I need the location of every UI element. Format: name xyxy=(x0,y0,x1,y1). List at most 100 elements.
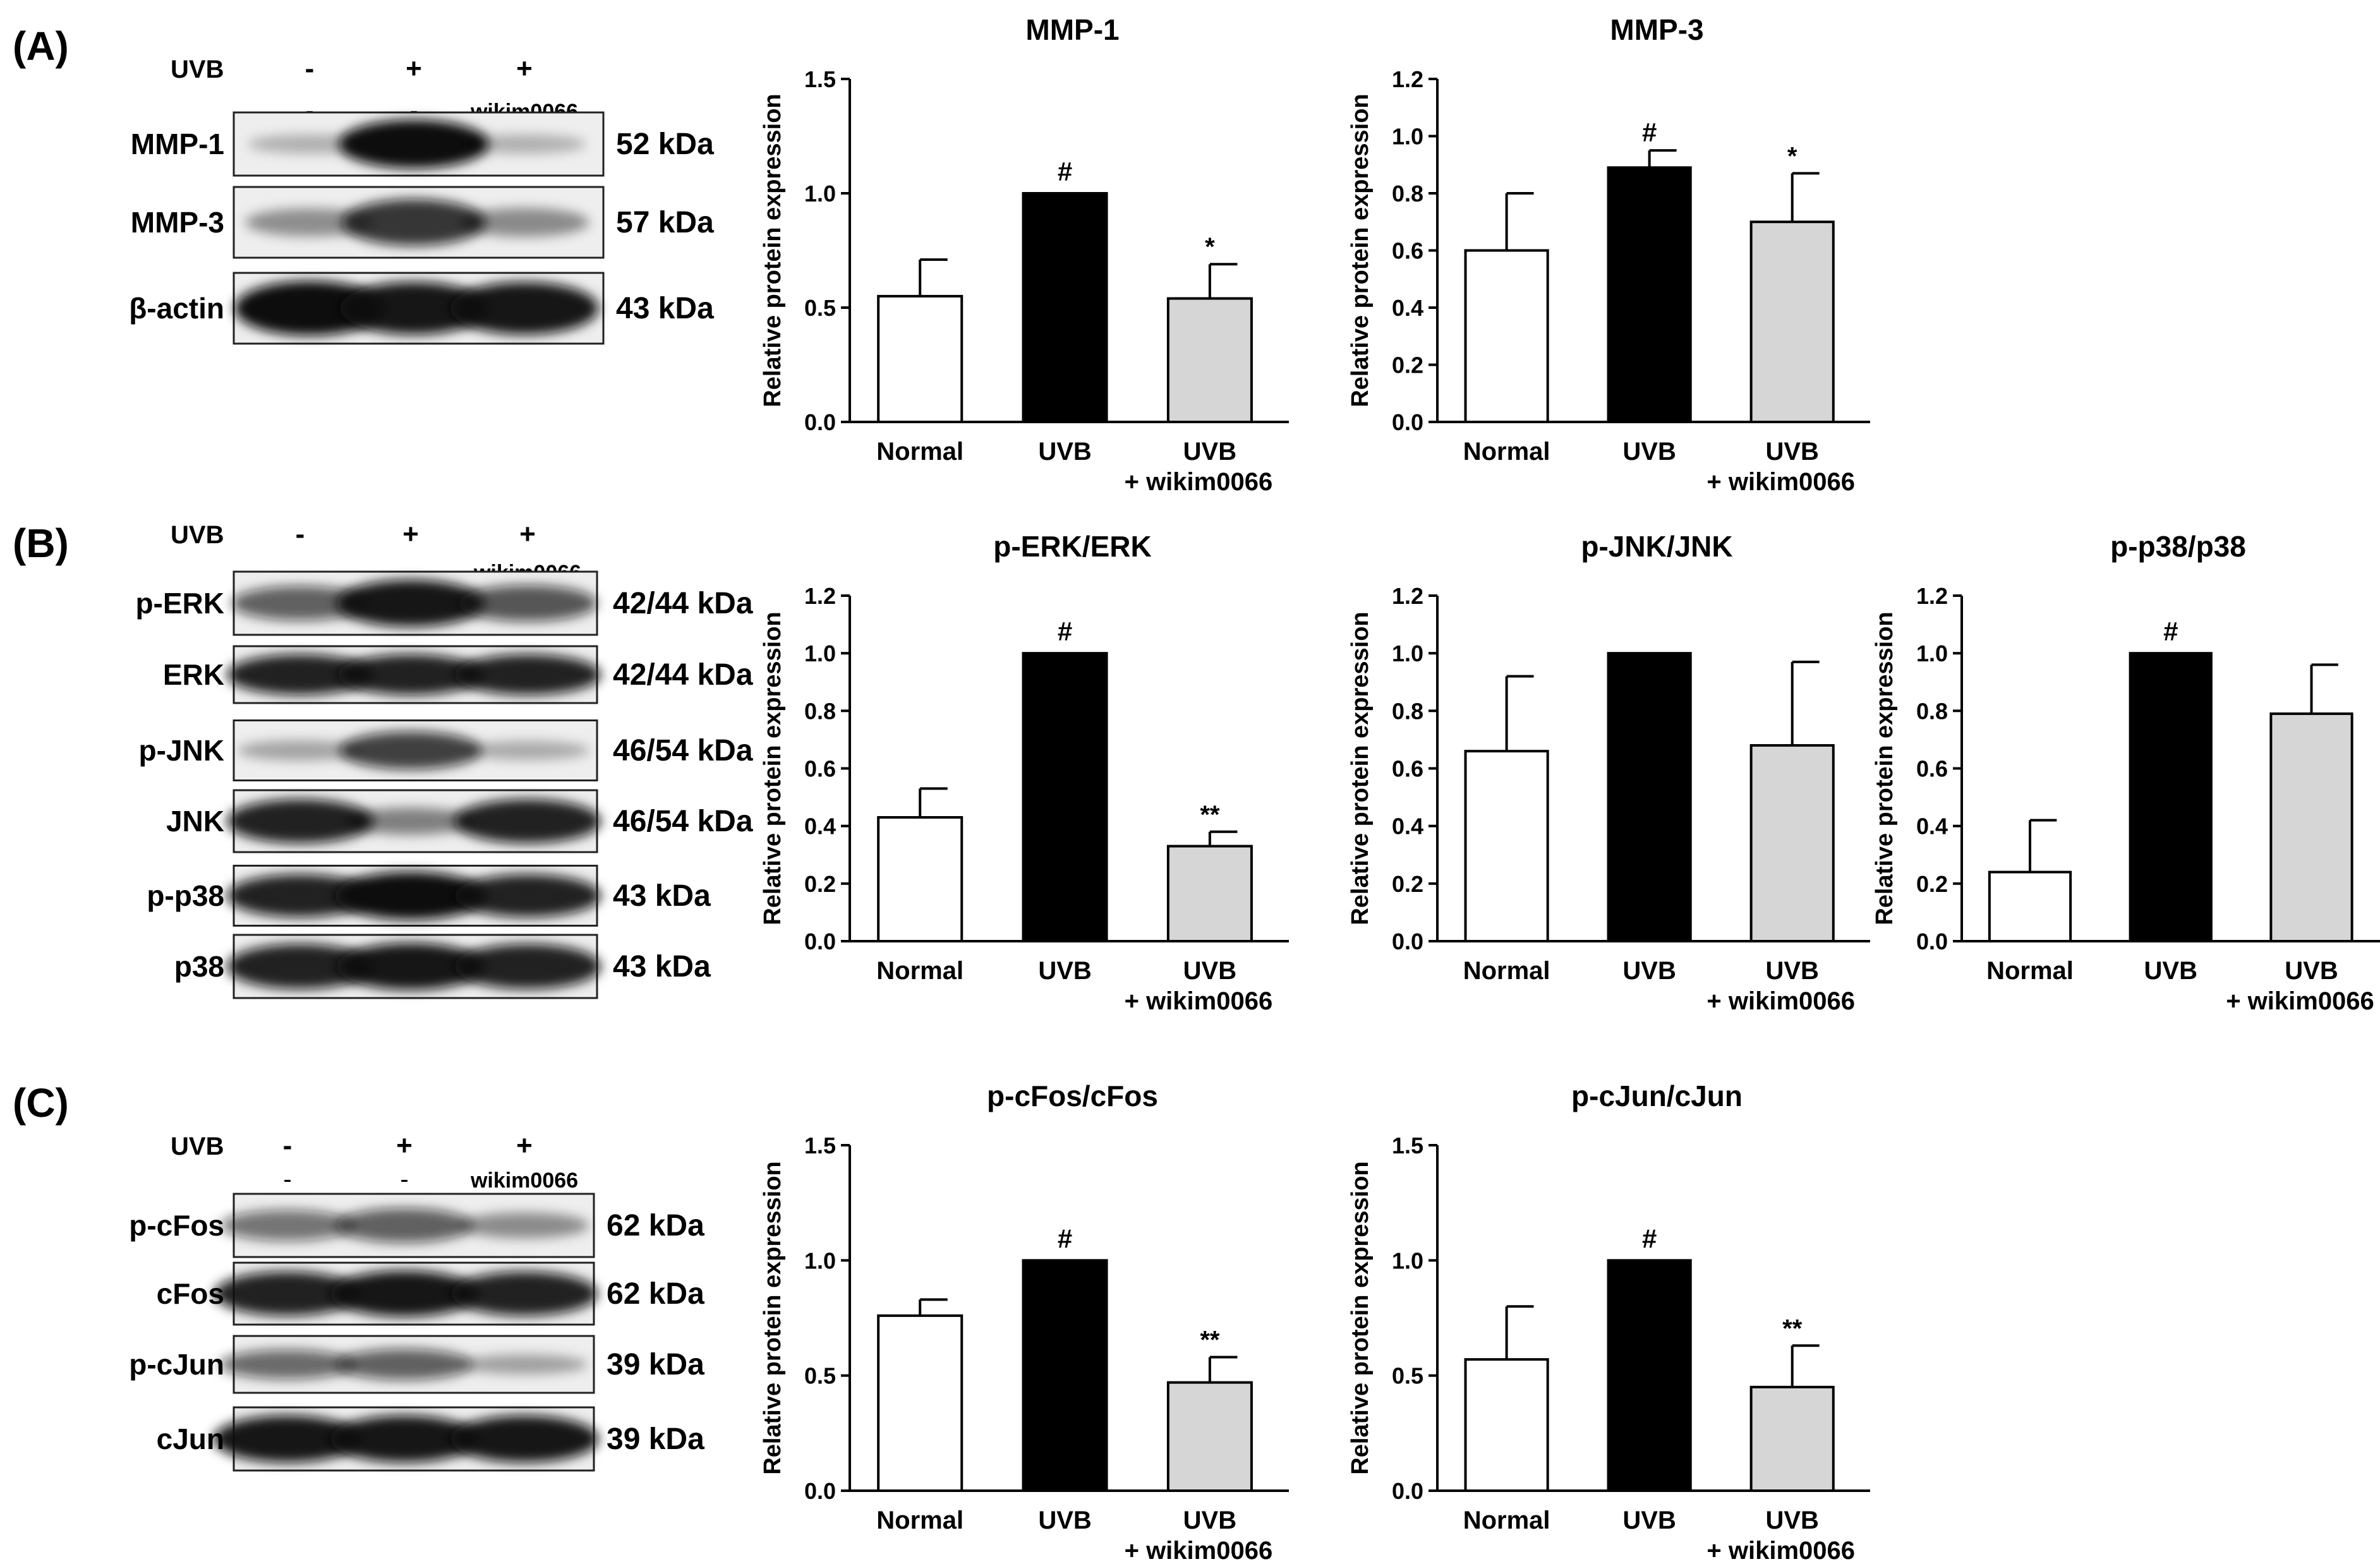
y-tick-label: 0.0 xyxy=(1916,929,1948,954)
y-tick-label: 1.0 xyxy=(804,1248,836,1273)
category-label: + wikim0066 xyxy=(1706,468,1855,496)
panel-c: (C) UVB - + + - - wikim0066 p-cFos 62 kDa cFos 62 k… xyxy=(13,1080,704,1472)
protein-name: JNK xyxy=(166,805,224,838)
bar xyxy=(1607,1259,1692,1493)
treatment-label: UVB xyxy=(171,1133,224,1160)
bar xyxy=(1166,845,1253,942)
y-tick-label: 1.5 xyxy=(1392,1133,1423,1158)
kda-label: 42/44 kDa xyxy=(613,658,753,692)
protein-name: p-ERK xyxy=(135,587,224,620)
bar xyxy=(2269,712,2353,943)
blot-band xyxy=(335,872,486,920)
y-tick-label: 1.0 xyxy=(1392,124,1423,150)
bar xyxy=(877,294,963,423)
blot-band xyxy=(231,586,369,621)
blot-band xyxy=(335,1208,473,1243)
y-tick-label: 0.5 xyxy=(1392,1363,1423,1389)
kda-label: 39 kDa xyxy=(607,1423,704,1456)
y-tick-label: 0.4 xyxy=(1392,814,1423,839)
blot-band xyxy=(339,119,489,169)
y-axis-label: Relative protein expression xyxy=(759,1161,786,1474)
blot-band xyxy=(337,654,485,695)
blot-row: cJun 39 kDa xyxy=(157,1406,704,1472)
treatment-label: UVB xyxy=(171,521,224,549)
y-tick-label: 1.2 xyxy=(804,583,836,609)
chart-p-p38-p38: p-p38/p38 0.0 0.2 0.4 0.6 0.8 1.0 1.2 Relative p… xyxy=(1871,530,2380,1015)
bar xyxy=(877,815,963,943)
y-tick-label: 0.8 xyxy=(1392,181,1423,207)
blot-band xyxy=(237,740,363,761)
blot-band xyxy=(339,731,482,770)
y-tick-label: 0.0 xyxy=(1392,409,1423,435)
y-tick-label: 1.5 xyxy=(804,66,836,92)
blot-band xyxy=(454,944,601,989)
blot-row: cFos 62 kDa xyxy=(157,1261,704,1326)
blot-band xyxy=(330,1270,479,1317)
blot-row: p-JNK 46/54 kDa xyxy=(139,719,753,781)
y-tick-label: 1.0 xyxy=(804,641,836,666)
kda-label: 52 kDa xyxy=(616,128,714,161)
blot-band xyxy=(461,1354,588,1375)
category-label: Normal xyxy=(1463,1507,1550,1534)
significance-mark: ** xyxy=(1200,801,1220,829)
kda-label: 46/54 kDa xyxy=(613,734,753,767)
protein-name: p-cJun xyxy=(129,1348,224,1381)
y-tick-label: 1.2 xyxy=(1392,66,1423,92)
category-label: + wikim0066 xyxy=(1706,987,1855,1015)
y-tick-label: 0.6 xyxy=(1916,756,1948,782)
treatment-sign: - xyxy=(305,53,315,84)
blot-row: p-p38 43 kDa xyxy=(147,865,711,927)
bar xyxy=(1166,297,1253,423)
bar xyxy=(877,1314,963,1492)
blot-band xyxy=(336,579,485,627)
y-tick-label: 1.5 xyxy=(804,1133,836,1158)
protein-name: p-cFos xyxy=(129,1209,224,1242)
category-label: UVB xyxy=(1622,438,1676,466)
y-tick-label: 0.8 xyxy=(1392,698,1423,724)
chart-p-jnk-jnk: p-JNK/JNK 0.0 0.2 0.4 0.6 0.8 1.0 1.2 Relative p… xyxy=(1347,530,1870,1015)
y-tick-label: 0.0 xyxy=(804,929,836,954)
significance-mark: # xyxy=(1058,157,1072,186)
chart-title: p-ERK/ERK xyxy=(993,530,1151,563)
blot-band xyxy=(234,280,385,336)
kda-label: 62 kDa xyxy=(607,1209,704,1242)
blot-band xyxy=(345,807,476,835)
chart-p-erk-erk: p-ERK/ERK 0.0 0.2 0.4 0.6 0.8 1.0 1.2 Relative p… xyxy=(759,530,1289,1015)
protein-name: p-JNK xyxy=(139,734,224,767)
bar xyxy=(1166,1381,1253,1493)
category-label: UVB xyxy=(2144,957,2197,985)
significance-mark: # xyxy=(1058,617,1072,646)
blot-band xyxy=(220,1210,355,1241)
category-label: UVB xyxy=(1038,1507,1091,1534)
y-tick-label: 0.6 xyxy=(1392,238,1423,264)
y-tick-label: 1.0 xyxy=(804,181,836,207)
blot-band xyxy=(450,282,599,335)
protein-name: β-actin xyxy=(129,292,224,325)
category-label: UVB xyxy=(1622,1507,1676,1534)
y-tick-label: 0.5 xyxy=(804,1363,836,1389)
treatment-sign: - xyxy=(283,1165,291,1193)
category-label: + wikim0066 xyxy=(2226,987,2374,1015)
blot-band xyxy=(450,1271,598,1316)
kda-label: 43 kDa xyxy=(613,879,711,913)
y-tick-label: 0.2 xyxy=(1392,352,1423,378)
chart-mmp-1: MMP-1 0.0 0.5 1.0 1.5 Relative protein expres… xyxy=(759,13,1289,496)
category-label: Normal xyxy=(1463,957,1550,985)
blot-band xyxy=(339,282,488,335)
treatment-sign: + xyxy=(406,53,422,84)
y-tick-label: 0.0 xyxy=(804,409,836,435)
significance-mark: # xyxy=(1058,1224,1072,1253)
panel-label: (C) xyxy=(13,1080,69,1126)
kda-label: 62 kDa xyxy=(607,1277,704,1311)
treatment-sign: - xyxy=(283,1130,293,1161)
chart-title: p-cFos/cFos xyxy=(987,1080,1158,1112)
category-label: UVB xyxy=(1183,1507,1236,1534)
bar xyxy=(1607,652,1692,942)
blot-row: MMP-1 52 kDa xyxy=(131,111,714,177)
y-tick-label: 1.0 xyxy=(1392,1248,1423,1273)
category-label: Normal xyxy=(1986,957,2074,985)
blot-band xyxy=(330,1415,479,1463)
category-label: Normal xyxy=(876,438,963,466)
blot-band xyxy=(245,208,374,237)
